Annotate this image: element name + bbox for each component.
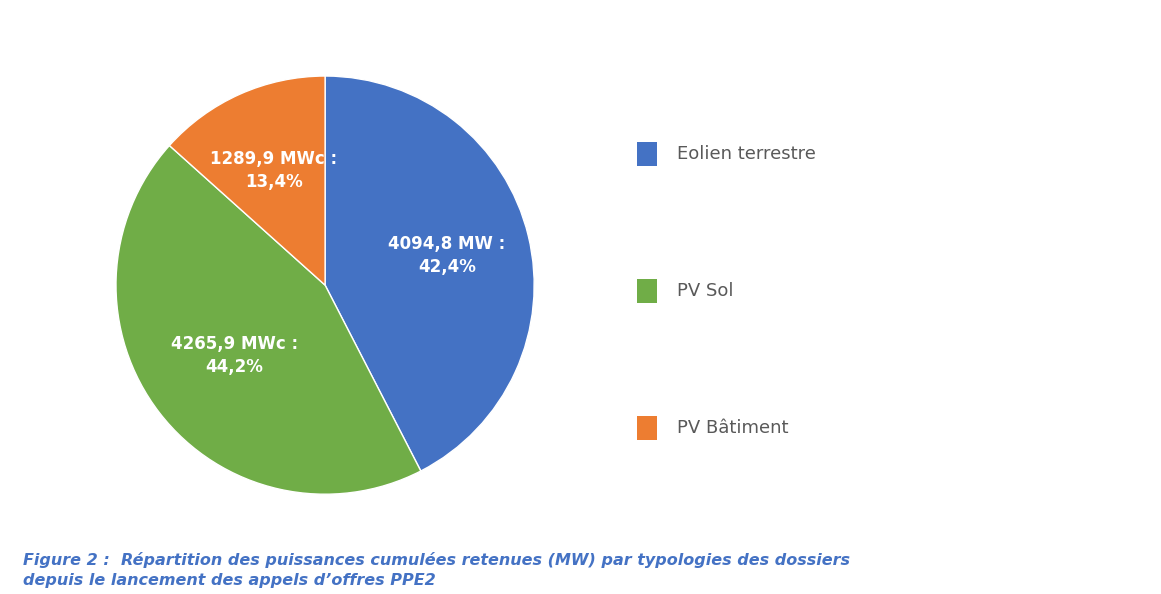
Text: Figure 2 :  Répartition des puissances cumulées retenues (MW) par typologies des: Figure 2 : Répartition des puissances cu… — [23, 552, 850, 568]
Text: 1289,9 MWc :
13,4%: 1289,9 MWc : 13,4% — [210, 150, 338, 191]
Text: PV Bâtiment: PV Bâtiment — [677, 419, 788, 437]
Wedge shape — [325, 76, 534, 471]
Text: PV Sol: PV Sol — [677, 282, 734, 300]
Text: depuis le lancement des appels d’offres PPE2: depuis le lancement des appels d’offres … — [23, 573, 437, 588]
FancyBboxPatch shape — [637, 416, 657, 440]
Wedge shape — [116, 146, 420, 494]
Text: 4265,9 MWc :
44,2%: 4265,9 MWc : 44,2% — [171, 334, 297, 376]
Text: 4094,8 MW :
42,4%: 4094,8 MW : 42,4% — [389, 235, 506, 276]
Wedge shape — [170, 76, 325, 285]
Text: Eolien terrestre: Eolien terrestre — [677, 145, 816, 163]
FancyBboxPatch shape — [637, 143, 657, 166]
FancyBboxPatch shape — [637, 279, 657, 303]
